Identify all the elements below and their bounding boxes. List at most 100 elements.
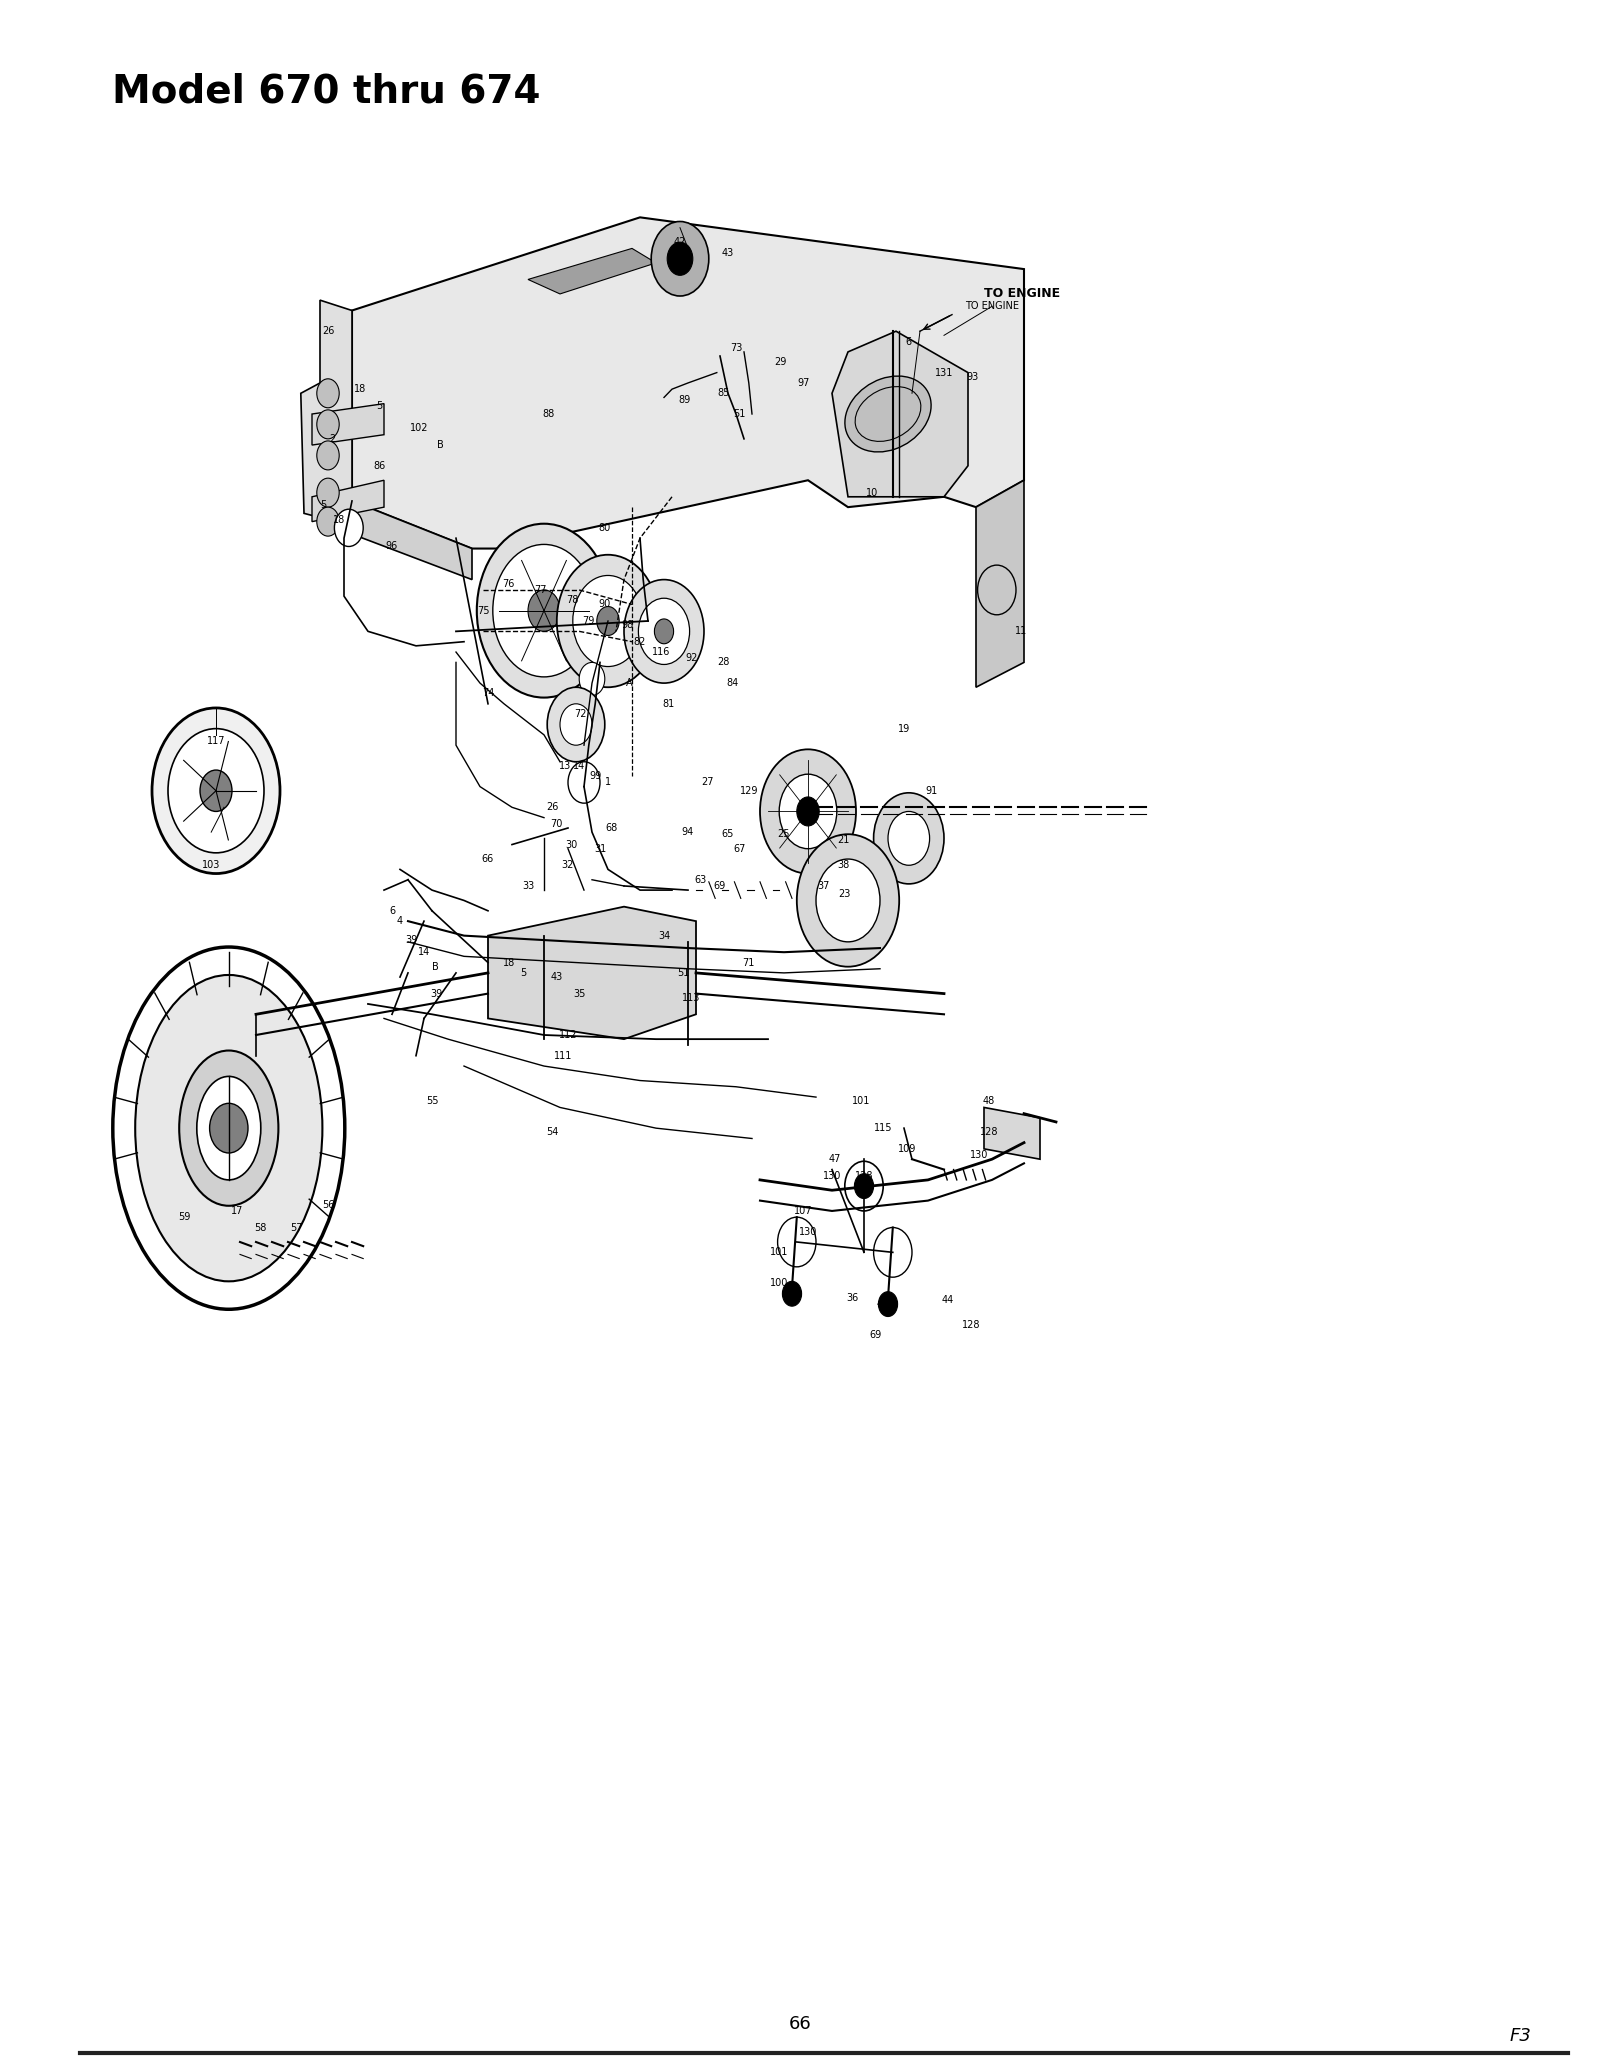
Text: 117: 117 [206, 737, 226, 745]
Text: 92: 92 [685, 654, 698, 662]
Text: 113: 113 [682, 994, 701, 1002]
Text: 91: 91 [925, 787, 938, 795]
Text: 100: 100 [770, 1279, 789, 1288]
Text: 17: 17 [230, 1207, 243, 1215]
Text: B: B [432, 963, 438, 971]
Circle shape [854, 1174, 874, 1199]
Text: 55: 55 [426, 1097, 438, 1105]
Text: 47: 47 [829, 1155, 842, 1163]
Text: 81: 81 [662, 700, 675, 708]
Text: 115: 115 [874, 1124, 893, 1132]
Circle shape [210, 1103, 248, 1153]
Text: 69: 69 [714, 882, 726, 890]
Text: 78: 78 [566, 596, 579, 604]
Text: 56: 56 [322, 1201, 334, 1209]
Text: 102: 102 [410, 424, 429, 433]
Text: 33: 33 [522, 882, 534, 890]
Text: 57: 57 [290, 1223, 302, 1232]
Circle shape [168, 729, 264, 853]
Text: 101: 101 [770, 1248, 789, 1256]
Circle shape [667, 242, 693, 275]
Circle shape [579, 662, 605, 696]
Text: 38: 38 [837, 861, 850, 869]
Circle shape [568, 762, 600, 803]
Polygon shape [984, 1107, 1040, 1159]
Text: 44: 44 [941, 1296, 954, 1304]
Text: 112: 112 [558, 1031, 578, 1039]
Text: 6: 6 [389, 907, 395, 915]
Text: 96: 96 [386, 542, 398, 551]
Text: 51: 51 [733, 410, 746, 418]
Polygon shape [301, 300, 352, 518]
Text: 2: 2 [330, 435, 336, 443]
Text: 88: 88 [542, 410, 555, 418]
Text: 90: 90 [598, 600, 611, 609]
Text: 63: 63 [694, 876, 707, 884]
Polygon shape [832, 331, 968, 497]
Text: 31: 31 [594, 845, 606, 853]
Text: 77: 77 [534, 586, 547, 594]
Text: 93: 93 [966, 373, 979, 381]
Text: 18: 18 [502, 958, 515, 967]
Circle shape [878, 1292, 898, 1317]
Text: 66: 66 [789, 2014, 811, 2033]
Text: 82: 82 [634, 638, 646, 646]
Polygon shape [312, 480, 384, 522]
Circle shape [317, 441, 339, 470]
Text: 69: 69 [869, 1331, 882, 1339]
Text: 54: 54 [546, 1128, 558, 1136]
Text: 58: 58 [254, 1223, 267, 1232]
Circle shape [638, 598, 690, 664]
Text: TO ENGINE: TO ENGINE [984, 288, 1061, 300]
Text: 45: 45 [877, 1300, 890, 1308]
Text: 18: 18 [354, 385, 366, 393]
Text: 25: 25 [778, 830, 790, 838]
Text: 4: 4 [397, 917, 403, 925]
Circle shape [760, 749, 856, 874]
Text: 42: 42 [674, 238, 686, 246]
Text: 128: 128 [854, 1172, 874, 1180]
Ellipse shape [134, 975, 322, 1281]
Polygon shape [352, 501, 472, 580]
Text: 39: 39 [430, 989, 443, 998]
Text: 43: 43 [722, 248, 734, 257]
Text: Model 670 thru 674: Model 670 thru 674 [112, 72, 541, 110]
Text: 51: 51 [677, 969, 690, 977]
Circle shape [200, 770, 232, 811]
Circle shape [317, 410, 339, 439]
Circle shape [624, 580, 704, 683]
Text: 48: 48 [982, 1097, 995, 1105]
Circle shape [797, 834, 899, 967]
Polygon shape [352, 217, 1024, 549]
Text: 84: 84 [726, 679, 739, 687]
Text: 13: 13 [558, 762, 571, 770]
Ellipse shape [197, 1076, 261, 1180]
Text: 68: 68 [605, 824, 618, 832]
Text: 5: 5 [520, 969, 526, 977]
Text: 27: 27 [701, 778, 714, 787]
Polygon shape [488, 907, 696, 1039]
Circle shape [778, 1217, 816, 1267]
Text: 116: 116 [651, 648, 670, 656]
Text: 72: 72 [574, 710, 587, 718]
Text: 1: 1 [605, 778, 611, 787]
Text: 130: 130 [798, 1228, 818, 1236]
Text: 67: 67 [733, 845, 746, 853]
Text: 39: 39 [405, 936, 418, 944]
Text: 130: 130 [970, 1151, 989, 1159]
Text: 5: 5 [320, 501, 326, 509]
Text: 98: 98 [621, 621, 634, 629]
Text: B: B [437, 441, 443, 449]
Text: 128: 128 [962, 1321, 981, 1329]
Text: 97: 97 [797, 379, 810, 387]
Text: A: A [626, 679, 632, 687]
Circle shape [528, 590, 560, 631]
Text: 111: 111 [554, 1052, 573, 1060]
Text: 34: 34 [658, 932, 670, 940]
Circle shape [557, 555, 659, 687]
Text: 101: 101 [851, 1097, 870, 1105]
Text: 66: 66 [482, 855, 494, 863]
Text: 26: 26 [546, 803, 558, 811]
Text: 128: 128 [979, 1128, 998, 1136]
Text: 65: 65 [722, 830, 734, 838]
